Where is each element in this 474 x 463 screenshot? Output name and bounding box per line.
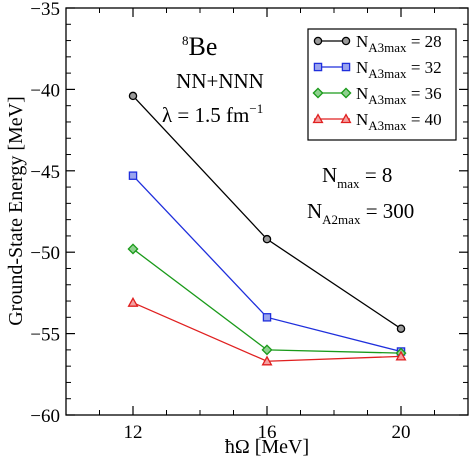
legend-label-value: = 36 (407, 84, 442, 103)
x-tick-label: 20 (392, 422, 411, 443)
legend-label: NA3max = 28 (356, 32, 442, 55)
y-tick-label: −45 (30, 162, 60, 183)
legend-label-sub: A3max (368, 118, 407, 133)
legend-marker (313, 36, 323, 46)
x-tick-label: 16 (258, 422, 277, 443)
y-tick-label: −60 (30, 406, 60, 427)
legend-label-sub: A3max (368, 92, 407, 107)
legend-marker (341, 62, 351, 72)
data-point (395, 350, 407, 361)
y-tick-label: −55 (30, 325, 60, 346)
legend-marker (340, 113, 352, 124)
lambda-text: λ = 1.5 fm (162, 103, 249, 127)
legend-label-value: = 40 (407, 110, 442, 129)
data-point (128, 91, 138, 101)
data-point (127, 296, 139, 307)
data-point (261, 355, 273, 366)
data-point (128, 171, 138, 180)
legend-entry-1: NA3max = 28 (313, 32, 442, 55)
legend-marker (340, 87, 352, 99)
legend-label-main: N (356, 32, 368, 51)
legend-label-value: = 28 (407, 32, 442, 51)
legend-entry-4: NA3max = 40 (312, 110, 442, 133)
na2max-label: NA2max = 300 (307, 199, 414, 227)
nmax-value: = 8 (360, 163, 393, 187)
x-tick-label: 12 (124, 422, 143, 443)
series-4 (127, 296, 407, 366)
y-tick-label: −40 (30, 80, 60, 101)
interaction-label: NN+NNN (176, 69, 264, 93)
legend-label-main: N (356, 84, 368, 103)
data-point (262, 234, 272, 244)
lambda-exponent: −1 (249, 101, 263, 116)
y-tick-label: −50 (30, 243, 60, 264)
legend-label: NA3max = 36 (356, 84, 442, 107)
legend-marker (341, 36, 351, 46)
legend-label-main: N (356, 110, 368, 129)
x-axis-label: ħΩ [MeV] (225, 436, 309, 458)
data-point (262, 313, 272, 322)
axis-ticks: 12 16 20 −60 −55 −50 −45 −40 −35 (30, 0, 468, 443)
y-tick-label: −35 (30, 0, 60, 20)
na2max-main: N (307, 199, 322, 223)
nucleus-mass: 8 (182, 33, 189, 48)
na2max-value: = 300 (360, 199, 414, 223)
legend-box (307, 28, 457, 141)
na2max-sub: A2max (322, 212, 361, 227)
nmax-main: N (322, 163, 337, 187)
data-point (261, 344, 273, 356)
nucleus-symbol: Be (189, 32, 218, 61)
legend-entry-2: NA3max = 32 (313, 58, 442, 81)
legend-label: NA3max = 32 (356, 58, 442, 81)
data-point (396, 324, 406, 333)
nmax-sub: max (337, 176, 360, 191)
legend-label-value: = 32 (407, 58, 442, 77)
series-3 (127, 243, 407, 359)
series-line (132, 248, 402, 354)
nucleus-label: 8Be (182, 32, 217, 61)
legend-label-sub: A3max (368, 40, 407, 55)
legend-label: NA3max = 40 (356, 110, 442, 133)
series-layer (127, 91, 407, 366)
y-axis-label: Ground-State Energy [MeV] (5, 96, 27, 326)
legend-entry-3: NA3max = 36 (312, 84, 442, 107)
series-1 (128, 91, 406, 333)
legend-label-sub: A3max (368, 66, 407, 81)
nmax-label: Nmax = 8 (322, 163, 392, 191)
legend-marker (312, 113, 324, 124)
data-point (127, 243, 139, 255)
legend-marker (312, 87, 324, 99)
legend-marker (313, 62, 323, 72)
lambda-label: λ = 1.5 fm−1 (162, 101, 263, 127)
legend-label-main: N (356, 58, 368, 77)
